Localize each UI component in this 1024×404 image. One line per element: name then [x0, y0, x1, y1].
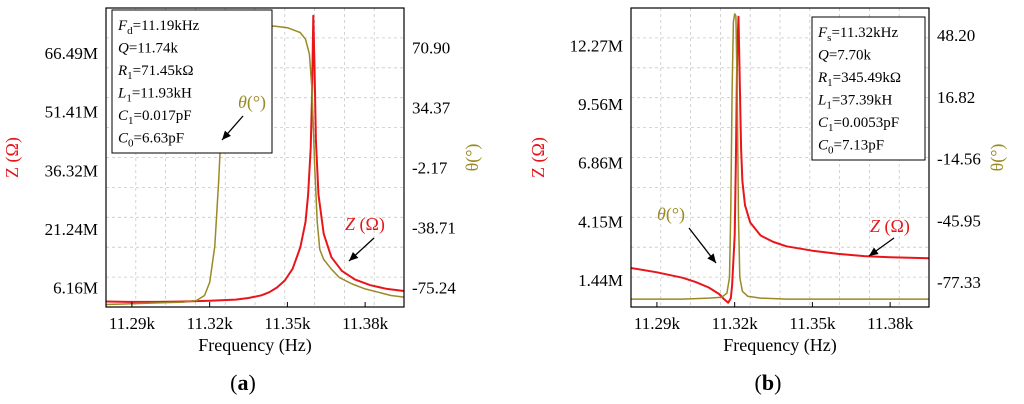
y-left-tick-label: 6.86M: [578, 154, 623, 173]
info-line: Fd=11.19kHz: [117, 18, 200, 37]
plot-frame: [105, 7, 405, 308]
y-right-axis-label: θ(°): [987, 144, 1008, 172]
phase-annotation-label: θ(°): [657, 204, 685, 225]
chart-panel-b: 11.29k 11.32k 11.35k 11.38k 1.44M 4.15M 6.86M 9…: [528, 7, 1008, 395]
info-line: C1=0.0053pF: [818, 115, 899, 134]
y-left-tick-label: 36.32M: [45, 161, 98, 180]
panel-label: (b): [755, 370, 782, 395]
info-line: Fs=11.32kHz: [817, 25, 898, 44]
y-left-tick-label: 51.41M: [45, 103, 98, 122]
y-right-tick-label: 16.82: [937, 88, 975, 107]
chart-panel-a: 11.29k 11.32k 11.35k 11.38k 6.16M 21.24M 36.32…: [2, 7, 483, 395]
impedance-series-line: [630, 15, 930, 304]
x-tick-label: 11.29k: [109, 314, 156, 333]
y-right-tick-label: -2.17: [412, 159, 448, 178]
x-tick-label: 11.32k: [187, 314, 234, 333]
x-tick-label: 11.38k: [867, 314, 914, 333]
parameter-info-box: [111, 9, 273, 154]
x-axis-label: Frequency (Hz): [723, 335, 836, 356]
impedance-annotation-label: Z (Ω): [870, 216, 910, 237]
y-right-axis-label: θ(°): [462, 144, 483, 172]
panel-label: (a): [230, 370, 256, 395]
x-tick-label: 11.38k: [342, 314, 389, 333]
y-left-tick-label: 21.24M: [45, 220, 98, 239]
info-line: C0=7.13pF: [818, 138, 884, 157]
y-right-tick-label: -14.56: [937, 150, 981, 169]
x-tick-label: 11.35k: [264, 314, 311, 333]
x-tick-label: 11.29k: [634, 314, 681, 333]
y-left-tick-label: 66.49M: [45, 44, 98, 63]
annotation-arrow-head: [869, 247, 879, 256]
annotation-arrow-head: [222, 130, 231, 140]
impedance-annotation-label: Z (Ω): [345, 214, 385, 235]
y-right-tick-label: -45.95: [937, 211, 981, 230]
info-line: R1=345.49kΩ: [817, 70, 901, 89]
y-right-tick-label: -38.71: [412, 219, 456, 238]
y-right-tick-label: 34.37: [412, 99, 451, 118]
plot-frame: [630, 7, 930, 308]
x-tick-label: 11.32k: [712, 314, 759, 333]
y-right-tick-label: -77.33: [937, 273, 981, 292]
y-left-tick-label: 1.44M: [578, 271, 623, 290]
info-line: Q=11.74k: [118, 41, 178, 57]
y-left-tick-label: 6.16M: [53, 279, 98, 298]
info-line: Q=7.70k: [818, 48, 872, 64]
info-line: C1=0.017pF: [118, 108, 192, 127]
info-line: L1=37.39kH: [817, 93, 893, 112]
y-left-tick-label: 4.15M: [578, 212, 623, 231]
impedance-series-line: [105, 14, 405, 303]
annotation-arrow-head: [707, 253, 716, 263]
y-left-tick-label: 12.27M: [570, 36, 623, 55]
annotation-arrow-head: [349, 251, 359, 261]
parameter-info-box: [811, 16, 926, 161]
y-left-axis-label: Z (Ω): [2, 137, 23, 178]
info-line: R1=71.45kΩ: [117, 63, 194, 82]
info-line: L1=11.93kH: [117, 86, 192, 105]
y-right-tick-label: 48.20: [937, 26, 975, 45]
info-line: C0=6.63pF: [118, 131, 184, 150]
y-left-tick-label: 9.56M: [578, 95, 623, 114]
phase-series-line: [105, 25, 405, 306]
y-right-tick-label: -75.24: [412, 279, 456, 298]
x-axis-label: Frequency (Hz): [198, 335, 311, 356]
phase-annotation-label: θ(°): [238, 92, 266, 113]
x-tick-label: 11.35k: [789, 314, 836, 333]
y-right-tick-label: 70.90: [412, 39, 450, 58]
phase-series-line: [631, 13, 929, 300]
y-left-axis-label: Z (Ω): [528, 137, 549, 178]
